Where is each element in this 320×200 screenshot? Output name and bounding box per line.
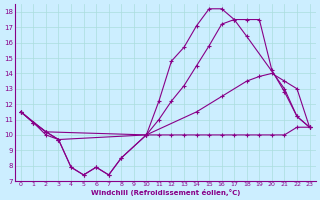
X-axis label: Windchill (Refroidissement éolien,°C): Windchill (Refroidissement éolien,°C) [91,189,240,196]
